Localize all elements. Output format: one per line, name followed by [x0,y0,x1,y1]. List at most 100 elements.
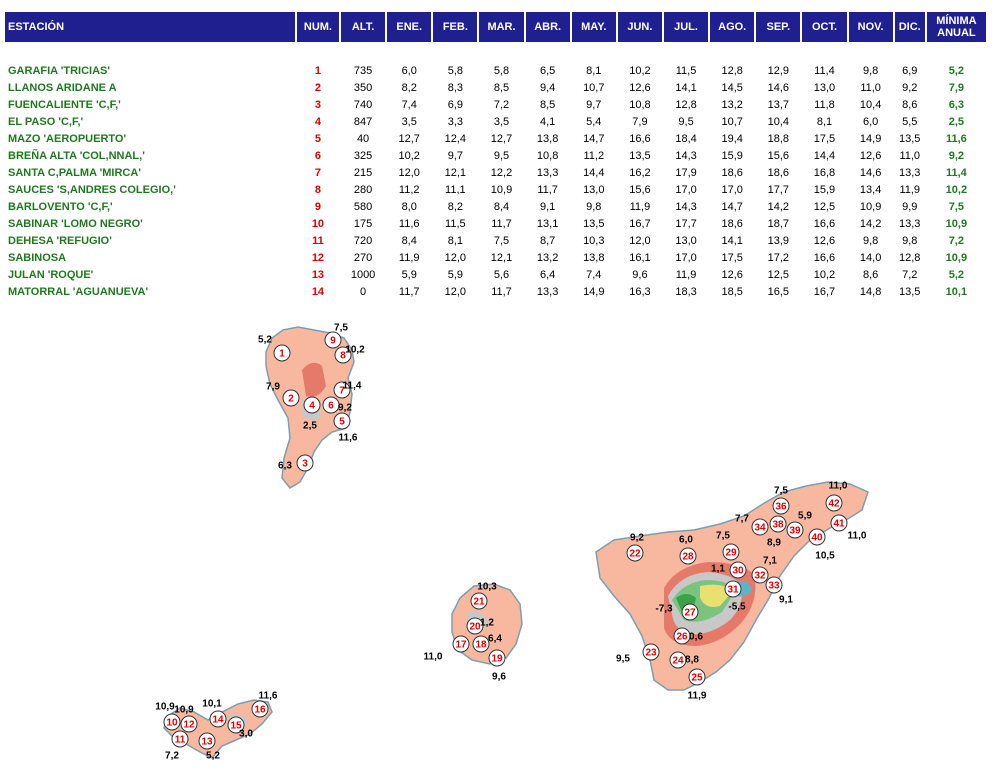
map-station-8: 810,2 [334,345,365,364]
monthly-min-temp: 12,0 [629,234,651,247]
monthly-min-temp: 16,7 [813,285,836,298]
monthly-min-temp: 11,9 [629,200,651,213]
station-name: MATORRAL 'AGUANUEVA' [8,285,149,298]
station-marker [171,730,189,748]
map-station-12: 12 10,9 [174,705,198,733]
monthly-min-temp: 17,0 [675,183,697,196]
station-marker [724,580,742,598]
station-marker-number: 17 [455,640,467,651]
station-marker-number: 13 [201,737,213,748]
map-station-6: 6 9,2 [322,396,352,414]
station-marker-number: 10 [166,718,178,729]
station-marker-number: 24 [672,656,684,667]
station-altitude: 740 [353,98,373,111]
monthly-min-temp: 14,7 [583,132,605,145]
station-marker [488,649,506,667]
monthly-min-temp: 13,2 [721,98,743,111]
station-name: SANTA C,PALMA 'MIRCA' [8,166,141,179]
map-station-23: 239,5 [616,643,660,665]
map-station-16: 16 11,6 [251,691,278,718]
station-altitude: 270 [353,251,373,264]
monthly-min-temp: 17,5 [721,251,743,264]
monthly-min-temp: 18,3 [675,285,697,298]
monthly-min-temp: 14,2 [767,200,790,213]
monthly-min-temp: 8,6 [902,98,918,111]
monthly-min-temp: 13,3 [899,217,921,230]
monthly-min-temp: 12,7 [398,132,420,145]
station-name: DEHESA 'REFUGIO' [8,234,112,247]
station-altitude: 1000 [350,268,376,281]
map-station-19: 199,6 [488,649,506,683]
annual-min-temp: 2,5 [948,115,965,128]
map-station-14: 14 10,1 [202,699,227,728]
monthly-min-temp: 14,6 [767,81,790,94]
monthly-min-temp: 16,8 [813,166,836,179]
monthly-min-temp: 9,8 [862,64,879,77]
station-marker-number: 41 [833,519,845,530]
monthly-min-temp: 14,3 [675,149,697,162]
station-marker-number: 25 [691,673,703,684]
station-marker-number: 22 [629,549,641,560]
station-marker [251,700,269,718]
station-min-temp-label: 9,2 [338,403,352,414]
station-min-temp-label: 11,6 [259,691,278,702]
monthly-min-temp: 9,6 [632,268,648,281]
monthly-min-temp: 11,0 [899,149,921,162]
monthly-min-temp: 11,7 [491,217,512,230]
station-marker-number: 18 [475,640,487,651]
monthly-min-temp: 14,9 [583,285,605,298]
monthly-min-temp: 11,4 [814,64,835,77]
station-min-temp-label: 0,6 [689,632,703,643]
station-marker [729,561,747,579]
header-min-annual: MÍNIMA ANUAL [925,12,989,42]
station-marker [472,635,490,653]
station-marker-number: 9 [330,336,336,347]
monthly-min-temp: 16,6 [629,132,651,145]
station-marker-number: 38 [772,520,784,531]
annual-min-temp: 10,1 [945,285,968,298]
monthly-min-temp: 13,5 [899,132,921,145]
monthly-min-temp: 11,8 [814,98,835,111]
station-name: JULAN 'ROQUE' [8,268,94,281]
table-row: BREÑA ALTA 'COL,NNAL,' 6 325 10,2 9,7 9,5 10,8… [5,147,987,164]
station-number: 14 [311,285,325,298]
station-marker [333,381,351,399]
monthly-min-temp: 14,4 [583,166,605,179]
header-month: MAY. [570,12,618,42]
station-altitude: 280 [353,183,373,196]
station-min-temp-label: 2,5 [303,421,317,432]
station-marker-number: 39 [789,526,801,537]
monthly-min-temp: 8,5 [539,98,556,111]
monthly-min-temp: 6,5 [539,64,556,77]
monthly-min-temp: 12,6 [629,81,651,94]
map-station-18: 186,4 [472,634,502,653]
station-min-temp-label: 8,8 [685,655,699,666]
station-marker-number: 7 [339,386,345,397]
station-min-temp-label: 5,2 [258,335,272,346]
monthly-min-temp: 11,9 [899,183,921,196]
monthly-min-temp: 18,4 [675,132,697,145]
table-header-row: ESTACIÓN NUM. ALT. ENE. FEB. MAR. ABR. M… [5,12,989,42]
monthly-min-temp: 9,5 [678,115,694,128]
monthly-min-temp: 14,7 [721,200,743,213]
monthly-min-temp: 10,2 [398,149,420,162]
monthly-min-temp: 14,3 [675,200,697,213]
header-min-line1: MÍNIMA [936,15,977,27]
header-month: MAR. [478,12,526,42]
station-altitude: 0 [360,285,367,298]
station-min-temp-label: 5,2 [206,751,220,762]
monthly-min-temp: 5,6 [493,268,510,281]
station-altitude: 720 [353,234,373,247]
monthly-min-temp: 4,1 [539,115,556,128]
station-min-temp-label: 6,0 [679,535,693,546]
map-station-13: 135,2 [198,732,220,762]
map-station-28: 286,0 [679,535,697,565]
station-min-temp-label: 3,0 [239,729,253,740]
monthly-min-temp: 5,8 [493,64,510,77]
monthly-min-temp: 13,4 [859,183,882,196]
station-marker-number: 3 [302,459,308,470]
monthly-min-temp: 18,5 [721,285,743,298]
table-row: DEHESA 'REFUGIO' 11 720 8,4 8,1 7,5 8,7 10,3 12,… [5,232,987,249]
monthly-min-temp: 11,9 [675,268,697,281]
table-row: MAZO 'AEROPUERTO' 5 40 12,7 12,4 12,7 13,8 14,7… [5,130,987,147]
